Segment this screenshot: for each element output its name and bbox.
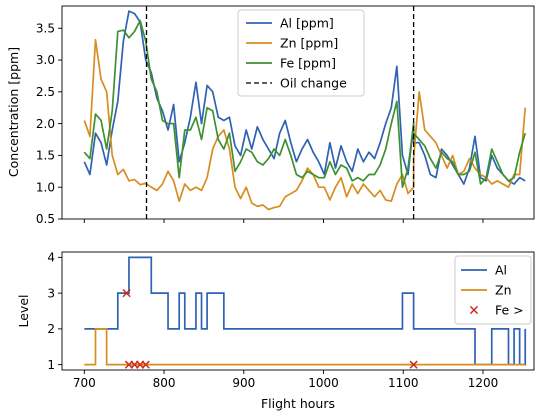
bottom-y-tick-label: 2 (47, 322, 55, 336)
top-y-tick-label: 2.5 (36, 85, 55, 99)
fe-marker (141, 360, 150, 369)
bottom-y-ticks: 1 2 3 4 (47, 251, 62, 372)
fe-marker (122, 288, 131, 298)
bottom-y-tick-label: 1 (47, 358, 55, 372)
top-y-tick-label: 1.5 (36, 149, 55, 163)
top-series-line-2 (83, 19, 527, 189)
bottom-x-tick-label: 700 (73, 376, 96, 390)
bottom-y-tick-label: 3 (47, 286, 55, 300)
top-panel: 0.5 1.0 1.5 2.0 2.5 3.0 3.5 Concentration [ppm… (6, 5, 535, 226)
bottom-plot-content (84, 256, 527, 369)
bottom-plot-frame (61, 251, 535, 371)
top-y-ticks: 0.5 1.0 1.5 2.0 2.5 3.0 3.5 (36, 21, 484, 226)
top-legend-label-0: Al [ppm] (280, 16, 334, 31)
top-y-tick-label: 1.0 (36, 180, 55, 194)
bottom-x-axis-label: Flight hours (261, 396, 335, 411)
bottom-legend: Al Zn Fe > (454, 255, 532, 325)
bottom-series-step-1 (84, 328, 526, 366)
bottom-x-tick-label: 900 (232, 376, 255, 390)
top-legend-box (237, 9, 365, 97)
top-y-tick-label: 0.5 (36, 212, 55, 226)
bottom-legend-swatch-2 (469, 305, 479, 315)
bottom-legend-label-2: Fe > (495, 303, 524, 318)
bottom-legend-label-1: Zn (495, 283, 512, 298)
top-legend-label-2: Fe [ppm] (280, 56, 336, 71)
bottom-y-tick-label: 4 (47, 251, 55, 265)
bottom-series-step-0 (84, 256, 527, 366)
bottom-x-tick-label: 1000 (308, 376, 339, 390)
bottom-y-axis-label: Level (16, 295, 31, 328)
top-plot-content (83, 6, 527, 219)
top-legend-label-1: Zn [ppm] (280, 36, 338, 51)
bottom-legend-label-0: Al (495, 263, 507, 278)
top-y-tick-label: 3.5 (36, 21, 55, 35)
top-y-axis-label: Concentration [ppm] (6, 47, 21, 177)
bottom-x-tick-label: 1100 (388, 376, 419, 390)
top-y-tick-label: 3.0 (36, 53, 55, 67)
top-y-tick-label: 2.0 (36, 117, 55, 131)
bottom-x-tick-label: 800 (153, 376, 176, 390)
bottom-legend-box (454, 255, 532, 325)
top-legend: Al [ppm] Zn [ppm] Fe [ppm] Oil change (237, 9, 365, 97)
fe-marker (409, 360, 418, 369)
top-plot-frame (61, 5, 535, 220)
top-series-line-1 (83, 38, 527, 211)
bottom-x-tick-label: 1200 (468, 376, 499, 390)
top-legend-label-3: Oil change (280, 76, 347, 91)
bottom-x-ticks: 700 800 900 1000 1100 1200 (73, 370, 498, 390)
bottom-panel: 1 2 3 4 700 800 900 1000 1100 1200 Level Flight … (16, 251, 535, 411)
